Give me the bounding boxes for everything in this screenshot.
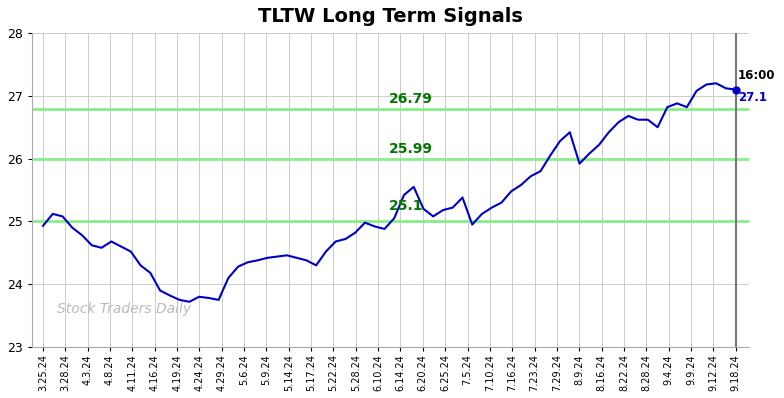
Title: TLTW Long Term Signals: TLTW Long Term Signals xyxy=(258,7,523,26)
Text: 16:00: 16:00 xyxy=(738,69,775,82)
Text: 27.1: 27.1 xyxy=(738,91,767,103)
Text: 25.1: 25.1 xyxy=(390,199,424,213)
Point xyxy=(729,86,742,93)
Text: 26.79: 26.79 xyxy=(390,92,434,106)
Text: Stock Traders Daily: Stock Traders Daily xyxy=(57,302,191,316)
Text: 25.99: 25.99 xyxy=(390,142,434,156)
